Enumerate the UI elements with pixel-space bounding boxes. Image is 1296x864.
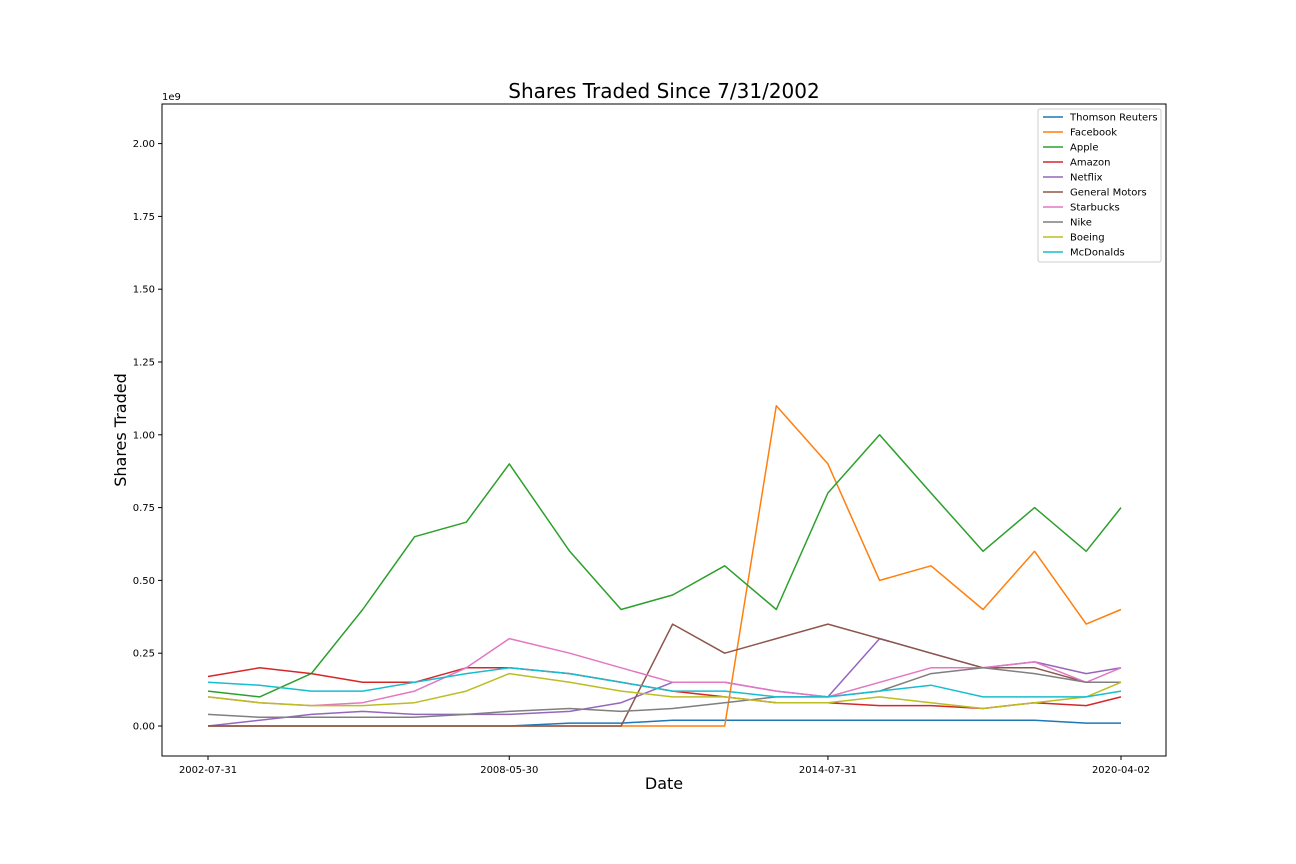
y-tick-label: 1.25 (133, 358, 155, 369)
plot-area (161, 103, 1167, 757)
legend-label: Netflix (1070, 173, 1103, 184)
series-layer (207, 404, 1122, 727)
legend-label: Apple (1070, 143, 1098, 154)
y-tick-label: 1.50 (133, 285, 155, 296)
y-tick-label: 1.75 (133, 212, 155, 223)
y-tick-label: 0.00 (133, 722, 155, 733)
axes-frame (161, 103, 1167, 757)
series-line-nike (207, 667, 1121, 719)
y-tick-label: 2.00 (133, 139, 155, 150)
x-tick-label: 2002-07-31 (179, 765, 237, 776)
y-axis-label: Shares Traded (111, 373, 130, 487)
x-tick-label: 2020-04-02 (1092, 765, 1150, 776)
legend-label: Boeing (1070, 233, 1105, 244)
x-axis-label: Date (645, 774, 683, 793)
y-tick-label: 1.00 (133, 430, 155, 441)
legend-label: Amazon (1070, 158, 1110, 169)
series-line-thomson-reuters (208, 719, 1121, 727)
legend-label: Nike (1070, 218, 1092, 229)
legend-label: Thomson Reuters (1069, 113, 1158, 124)
legend-label: McDonalds (1070, 248, 1125, 259)
series-line-apple (207, 434, 1122, 698)
series-line-netflix (207, 637, 1122, 727)
legend-label: Starbucks (1070, 203, 1120, 214)
series-line-amazon (207, 667, 1122, 710)
x-tick-label: 2014-07-31 (799, 765, 857, 776)
series-line-mcdonalds (207, 667, 1122, 698)
series-line-general-motors (208, 623, 1121, 727)
chart-title: Shares Traded Since 7/31/2002 (508, 79, 819, 103)
y-tick-label: 0.75 (133, 503, 155, 514)
legend-label: General Motors (1070, 188, 1147, 199)
x-axis: 2002-07-31 2008-05-30 2014-07-31 2020-04-02 (179, 756, 1150, 776)
y-tick-label: 0.25 (133, 649, 155, 660)
y-axis: 0.00 0.25 0.50 0.75 1.00 1.25 1.50 1.75 2.00 (133, 139, 162, 733)
series-line-facebook (208, 404, 1122, 727)
legend-box (1037, 108, 1162, 263)
y-offset-label: 1e9 (162, 92, 181, 103)
legend-items: Thomson Reuters Facebook Apple Amazon Netfli… (1043, 113, 1158, 259)
x-tick-label: 2008-05-30 (480, 765, 538, 776)
y-tick-label: 0.50 (133, 576, 155, 587)
series-line-boeing (207, 672, 1122, 710)
legend-label: Facebook (1070, 128, 1117, 139)
legend: Thomson Reuters Facebook Apple Amazon Netfli… (1037, 108, 1162, 263)
